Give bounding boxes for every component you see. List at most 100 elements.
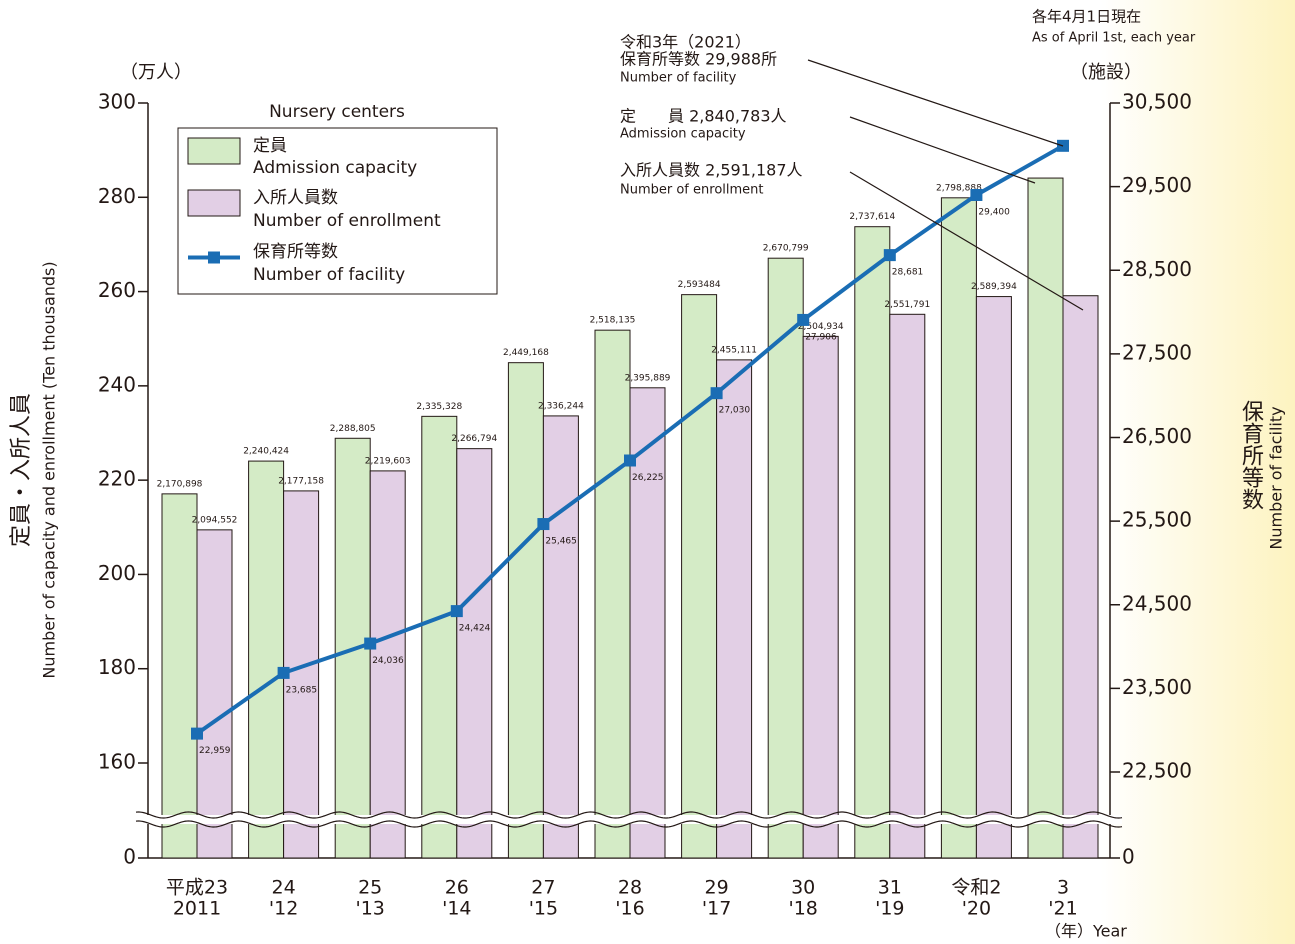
marker [277, 666, 290, 679]
data-label: 26,225 [632, 473, 664, 483]
x-tick-label: '19 [875, 898, 904, 920]
bar [507, 362, 544, 859]
marker [450, 605, 463, 618]
data-label: 2,240,424 [243, 447, 289, 457]
bar [248, 460, 285, 859]
callout: 保育所等数 29,988所 [620, 50, 777, 69]
data-label: 2,170,898 [157, 479, 203, 489]
y-axis-title: Number of capacity and enrollment (Ten t… [40, 261, 59, 678]
data-label: 2,336,244 [538, 401, 584, 411]
data-label: 2,455,111 [711, 345, 757, 355]
data-label: 2,449,168 [503, 348, 549, 358]
y2-tick-label: 22,500 [1122, 759, 1192, 783]
data-label: 25,465 [545, 537, 577, 547]
bar [421, 415, 458, 859]
x-tick-label: 28 [618, 877, 642, 899]
data-label: 2,266,794 [451, 434, 497, 444]
data-label: 2,288,805 [330, 424, 376, 434]
x-tick-label: 令和2 [951, 877, 1001, 899]
y2-tick-label: 24,500 [1122, 591, 1192, 615]
bar [889, 313, 926, 859]
bar [1062, 295, 1099, 859]
x-unit: （年）Year [1045, 922, 1127, 941]
y2-tick-label: 26,500 [1122, 424, 1192, 448]
callout: Number of facility [620, 71, 737, 86]
callout: 入所人員数 2,591,187人 [620, 161, 803, 180]
data-label: 2,518,135 [590, 316, 636, 326]
bar [716, 359, 753, 859]
data-label: 2,589,394 [971, 282, 1017, 292]
legend-label: Number of enrollment [253, 211, 441, 231]
data-label: 2,737,614 [849, 212, 895, 222]
data-label: 2,335,328 [416, 402, 462, 412]
legend-swatch [208, 251, 220, 264]
x-tick-label: '21 [1048, 898, 1077, 920]
x-tick-label: '12 [269, 898, 298, 920]
axis-break [135, 811, 1123, 819]
y2-axis-title: Number of facility [1267, 406, 1286, 549]
y2-tick-label: 0 [1122, 845, 1135, 869]
data-label: 24,424 [459, 624, 491, 634]
x-tick-label: 30 [791, 877, 815, 899]
y-tick-label: 180 [98, 655, 136, 679]
bar [681, 294, 718, 859]
leader-line [849, 116, 1036, 184]
x-tick-label: 29 [705, 877, 729, 899]
y-tick-label: 240 [98, 372, 136, 396]
bar [196, 529, 233, 859]
y-axis-title: 定員・入所人員 [9, 393, 34, 547]
y-tick-label: 300 [98, 90, 136, 114]
data-label: 2,798,888 [936, 183, 982, 193]
y-tick-label: 200 [98, 561, 136, 585]
marker [797, 313, 810, 326]
y-tick-label: 0 [123, 845, 136, 869]
y-unit: （万人） [120, 62, 192, 83]
note: 各年4月1日現在 [1032, 8, 1141, 26]
marker [624, 454, 636, 467]
bar [369, 470, 406, 859]
bar [802, 335, 839, 859]
y-tick-label: 160 [98, 750, 136, 774]
legend-title: Nursery centers [269, 102, 405, 122]
bar [456, 448, 493, 859]
legend-label: 入所人員数 [253, 188, 338, 208]
bar [975, 296, 1012, 859]
y2-tick-label: 29,500 [1122, 173, 1192, 197]
data-label: 29,400 [978, 207, 1010, 217]
bar [767, 257, 804, 859]
axis-break [136, 815, 1122, 824]
x-tick-label: '16 [615, 898, 644, 920]
marker [710, 387, 723, 400]
data-label: 2,593484 [678, 280, 721, 290]
y-tick-label: 280 [98, 184, 136, 208]
marker [364, 637, 377, 650]
data-label: 27,030 [719, 406, 751, 416]
bar [854, 226, 891, 859]
callout: Number of enrollment [620, 183, 764, 198]
data-label: 22,959 [199, 746, 231, 756]
x-tick-label: 平成23 [166, 877, 228, 899]
x-tick-label: '13 [355, 898, 384, 920]
marker [191, 727, 203, 740]
bar [161, 493, 198, 859]
x-tick-label: 24 [272, 877, 296, 899]
y2-tick-label: 25,500 [1122, 508, 1192, 532]
bar [1027, 177, 1064, 859]
data-label: 24,036 [372, 656, 404, 666]
legend-label: 定員 [253, 136, 287, 156]
y-tick-label: 220 [98, 467, 136, 491]
data-label: 2,219,603 [365, 456, 411, 466]
callout: 令和3年（2021） [620, 33, 751, 52]
x-tick-label: 3 [1057, 877, 1069, 899]
y-tick-label: 260 [98, 278, 136, 302]
x-tick-label: 2011 [173, 898, 221, 920]
y2-tick-label: 27,500 [1122, 340, 1192, 364]
legend-swatch [187, 137, 241, 165]
axis-break [135, 820, 1123, 828]
note: As of April 1st, each year [1032, 31, 1196, 46]
x-tick-label: '15 [529, 898, 558, 920]
marker [883, 249, 896, 262]
callout: 定 員 2,840,783人 [620, 107, 787, 126]
bar [542, 415, 579, 859]
